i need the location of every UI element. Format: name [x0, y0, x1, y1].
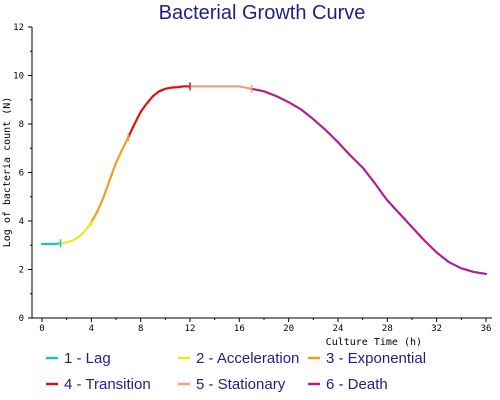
x-ticks: 0 4 8 12 16 20 24 28 32 36 [39, 318, 491, 334]
y-tick-label: 10 [13, 72, 24, 82]
legend-label: 2 - Acceleration [196, 350, 299, 367]
x-tick-label: 8 [138, 324, 143, 334]
y-tick-label: 8 [19, 120, 24, 130]
phase-boundary-markers [59, 82, 253, 248]
y-tick-label: 6 [19, 169, 24, 179]
x-tick-label: 36 [481, 324, 492, 334]
y-tick-label: 12 [13, 23, 24, 33]
x-tick-label: 0 [39, 324, 44, 334]
y-tick-label: 0 [19, 314, 24, 324]
axes [31, 27, 492, 319]
x-tick-label: 12 [185, 324, 196, 334]
legend: 1 - Lag 2 - Acceleration 3 - Exponential 4 … [46, 350, 426, 393]
x-tick-label: 16 [234, 324, 245, 334]
legend-label: 5 - Stationary [196, 376, 286, 393]
series-line-3 [90, 136, 130, 224]
legend-label: 3 - Exponential [326, 350, 426, 367]
series-line-5 [188, 85, 253, 90]
chart-title: Bacterial Growth Curve [159, 2, 366, 24]
x-tick-label: 4 [89, 324, 94, 334]
x-axis-label: Culture Time (h) [326, 337, 422, 348]
y-tick-label: 4 [19, 217, 24, 227]
legend-label: 4 - Transition [64, 376, 151, 393]
series-lines [40, 85, 488, 275]
series-line-4 [127, 85, 192, 139]
y-ticks: 0 2 4 6 8 10 12 [13, 23, 32, 324]
series-line-1 [40, 242, 62, 246]
series-line-2 [59, 221, 93, 245]
y-tick-label: 2 [19, 266, 24, 276]
x-tick-label: 24 [333, 324, 344, 334]
legend-label: 1 - Lag [64, 350, 111, 367]
legend-label: 6 - Death [326, 376, 388, 393]
x-tick-label: 20 [283, 324, 294, 334]
x-tick-label: 32 [431, 324, 442, 334]
y-axis-label: Log of bacteria count (N) [2, 97, 13, 248]
x-tick-label: 28 [382, 324, 393, 334]
series-line-6 [250, 87, 488, 275]
